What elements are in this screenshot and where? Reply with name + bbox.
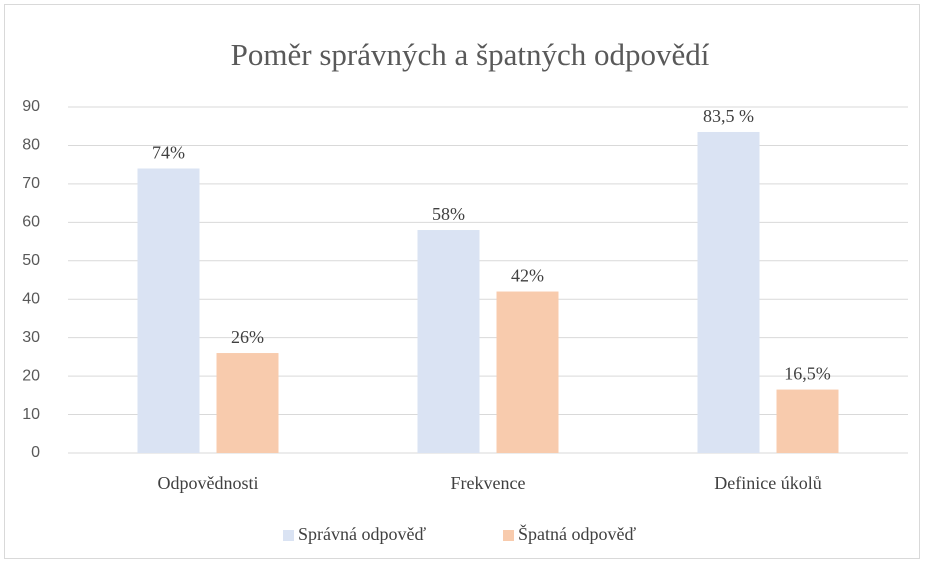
value-label: 58% [432, 204, 465, 224]
y-tick-label: 10 [22, 406, 40, 423]
y-tick-label: 70 [22, 175, 40, 192]
y-tick-label: 60 [22, 214, 40, 231]
y-tick-label: 90 [22, 98, 40, 115]
bar [137, 168, 200, 453]
y-tick-label: 40 [22, 290, 40, 307]
legend-swatch [283, 530, 294, 541]
legend-swatch [503, 530, 514, 541]
bar [417, 230, 480, 453]
y-tick-label: 0 [31, 444, 40, 461]
value-label: 83,5 % [703, 106, 754, 126]
chart-title: Poměr správných a špatných odpovědí [231, 37, 710, 72]
bar [496, 291, 559, 453]
value-label: 26% [231, 327, 264, 347]
y-tick-label: 30 [22, 329, 40, 346]
x-tick-label: Definice úkolů [714, 473, 821, 493]
value-label: 74% [152, 143, 185, 163]
value-label: 16,5% [784, 364, 831, 384]
legend-label: Špatná odpověď [518, 523, 636, 544]
legend-label: Správná odpověď [298, 524, 426, 544]
y-tick-label: 20 [22, 367, 40, 384]
y-tick-label: 80 [22, 137, 40, 154]
bar [697, 131, 760, 453]
x-tick-label: Frekvence [451, 473, 526, 493]
bar [216, 353, 279, 453]
x-tick-label: Odpovědnosti [158, 473, 259, 493]
bar [776, 389, 839, 453]
y-tick-label: 50 [22, 252, 40, 269]
value-label: 42% [511, 266, 544, 286]
